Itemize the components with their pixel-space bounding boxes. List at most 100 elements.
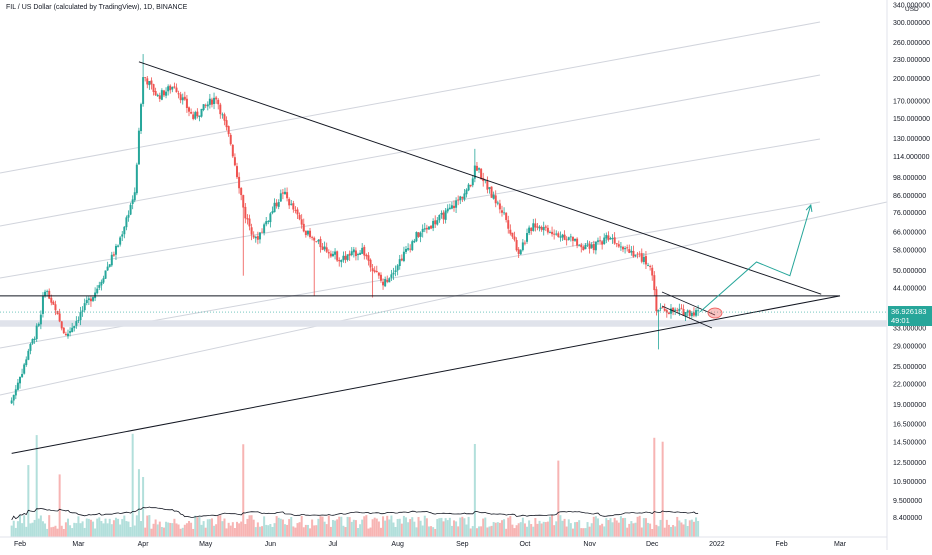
- candle-body: [58, 313, 61, 322]
- candle-body: [217, 99, 220, 105]
- candle-body: [452, 205, 455, 209]
- volume-bar: [123, 515, 126, 537]
- candle-body: [81, 310, 84, 312]
- candle-body: [582, 246, 585, 251]
- price-tick-label: 200.000000: [893, 76, 930, 83]
- candle-body: [432, 220, 435, 229]
- volume-bar: [636, 516, 639, 537]
- volume-bar: [421, 525, 424, 537]
- volume-bar: [231, 522, 234, 537]
- volume-bar: [160, 526, 163, 537]
- volume-bar: [50, 527, 53, 537]
- volume-bar: [452, 520, 455, 537]
- volume-bar: [619, 516, 622, 537]
- candle-body: [475, 165, 478, 171]
- candle-body: [248, 218, 251, 227]
- candle-body: [144, 77, 147, 78]
- volume-bar: [611, 522, 614, 537]
- time-tick-label: Jul: [329, 541, 338, 548]
- volume-bar: [98, 517, 101, 537]
- candle-body: [521, 242, 524, 251]
- candle-body: [359, 252, 362, 255]
- price-tick-label: 340.000000: [893, 3, 930, 10]
- volume-bar: [338, 516, 341, 537]
- volume-bar: [329, 526, 332, 537]
- candle-body: [682, 308, 685, 316]
- candle-body: [298, 214, 301, 220]
- time-tick-label: May: [199, 541, 213, 548]
- candle-body: [54, 304, 57, 311]
- time-tick-label: Apr: [138, 541, 150, 548]
- candle-body: [267, 221, 270, 222]
- volume-bar: [131, 433, 134, 537]
- volume-bar: [663, 527, 666, 537]
- volume-bar: [599, 525, 602, 537]
- candle-body: [21, 373, 24, 377]
- candle-body: [14, 389, 17, 396]
- candle-body: [198, 115, 201, 118]
- volume-bar: [365, 515, 368, 537]
- candle-body: [596, 240, 599, 242]
- candle-body: [674, 309, 677, 312]
- candle-body: [444, 210, 447, 220]
- volume-bar: [607, 520, 610, 537]
- volume-bar: [682, 524, 685, 537]
- candle-body: [258, 232, 261, 240]
- volume-bar: [392, 522, 395, 537]
- candle-body: [361, 247, 364, 254]
- candle-body: [125, 217, 128, 228]
- ascending-trendline: [11, 295, 841, 454]
- candle-body: [35, 325, 38, 340]
- candle-body: [528, 227, 531, 234]
- candle-body: [467, 184, 470, 191]
- candle-body: [375, 270, 378, 273]
- volume-bar: [680, 522, 683, 537]
- volume-bar: [198, 516, 201, 537]
- price-tick-label: 8.400000: [893, 515, 922, 522]
- volume-bar: [58, 474, 61, 537]
- volume-bar: [146, 515, 149, 537]
- volume-bar: [23, 515, 26, 537]
- candle-body: [390, 274, 393, 278]
- volume-bar: [521, 517, 524, 537]
- volume-bar: [613, 517, 616, 537]
- volume-bar: [584, 528, 587, 537]
- volume-bar: [181, 527, 184, 537]
- candle-body: [329, 253, 332, 257]
- candle-body: [77, 320, 80, 321]
- volume-bar: [252, 519, 255, 537]
- candle-body: [490, 186, 493, 198]
- volume-bar: [190, 522, 193, 537]
- volume-bar: [628, 523, 631, 537]
- candle-body: [292, 203, 295, 210]
- volume-bar: [375, 518, 378, 537]
- candle-body: [114, 245, 117, 255]
- volume-bar: [632, 523, 635, 537]
- candle-body: [684, 312, 687, 317]
- volume-bar: [250, 515, 253, 537]
- volume-bar: [423, 515, 426, 537]
- candle-body: [215, 97, 218, 100]
- candle-body: [150, 80, 153, 85]
- volume-bar: [148, 515, 151, 537]
- candle-body: [52, 301, 55, 305]
- volume-bar: [478, 526, 481, 537]
- last-price-value: 36.926183: [891, 307, 926, 316]
- volume-bar: [140, 521, 143, 537]
- volume-bar: [690, 519, 693, 537]
- candle-body: [173, 86, 176, 88]
- candle-body: [580, 244, 583, 248]
- volume-bar: [334, 520, 337, 537]
- volume-bar: [496, 522, 499, 537]
- candle-body: [246, 218, 249, 220]
- candle-body: [233, 157, 236, 166]
- volume-bar: [371, 519, 374, 537]
- volume-bar: [463, 518, 466, 537]
- volume-bar: [455, 521, 458, 537]
- candle-body: [697, 310, 700, 312]
- candle-body: [181, 97, 184, 101]
- volume-bar: [242, 444, 245, 537]
- wedge-upper-line: [661, 291, 716, 316]
